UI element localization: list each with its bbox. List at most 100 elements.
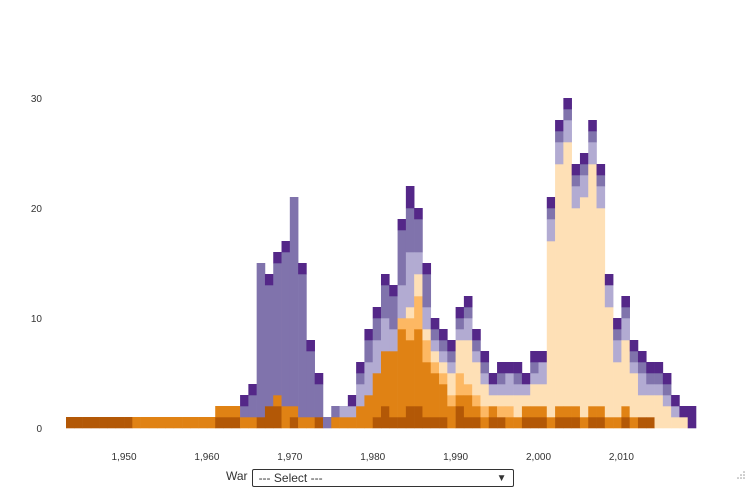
bar-segment-1966-s5 bbox=[256, 263, 266, 418]
bar-segment-1985-s5 bbox=[414, 219, 423, 253]
bar-segment-2009-s1 bbox=[613, 417, 622, 429]
bar-segment-2000-s3 bbox=[538, 384, 548, 407]
bar-segment-1986-s1 bbox=[422, 362, 432, 418]
bar-segment-1965-s5 bbox=[248, 395, 257, 418]
bar-segment-1986-s2 bbox=[422, 340, 432, 363]
bar-segment-1996-s3 bbox=[505, 395, 514, 407]
bar-segment-2006-s6 bbox=[588, 120, 597, 132]
bar-segment-2007-s4 bbox=[596, 186, 606, 209]
bar-segment-1986-s4 bbox=[422, 307, 432, 330]
bar-segment-2005-s5 bbox=[579, 164, 589, 176]
bar-segment-1996-s2 bbox=[505, 406, 514, 418]
bar-segment-1981-s4 bbox=[381, 318, 390, 352]
bar-segment-2015-s5 bbox=[662, 384, 672, 396]
bar-segment-1993-s3 bbox=[480, 384, 490, 407]
bar-segment-2014-s4 bbox=[654, 384, 664, 396]
resize-grip-icon[interactable] bbox=[737, 471, 745, 479]
bar-segment-1997-s5 bbox=[513, 373, 523, 385]
bar-segment-2003-s5 bbox=[563, 109, 572, 121]
bar-segment-2010-s1 bbox=[621, 406, 630, 418]
bar-segment-1984-s0 bbox=[405, 406, 415, 429]
bar-segment-1989-s2 bbox=[447, 395, 456, 407]
bar-segment-1954-s1 bbox=[157, 417, 166, 429]
bar-segment-1983-s1 bbox=[397, 329, 407, 418]
bar-segment-1987-s5 bbox=[430, 329, 440, 341]
bar-segment-1992-s3 bbox=[472, 362, 481, 396]
bar-segment-1976-s4 bbox=[339, 406, 349, 418]
bar-segment-1989-s3 bbox=[447, 373, 456, 396]
bar-segment-1988-s2 bbox=[439, 373, 448, 385]
bar-segment-1990-s1 bbox=[455, 395, 465, 407]
bar-segment-1964-s5 bbox=[240, 406, 249, 418]
bar-segment-2016-s3 bbox=[671, 417, 680, 429]
bar-segment-1991-s2 bbox=[463, 384, 473, 396]
bar-segment-1993-s6 bbox=[480, 351, 490, 363]
bar-segment-1993-s1 bbox=[480, 417, 490, 429]
bar-segment-1998-s6 bbox=[521, 373, 531, 385]
bar-segment-1987-s1 bbox=[430, 373, 440, 418]
bar-segment-1967-s0 bbox=[264, 406, 274, 429]
bar-segment-1979-s4 bbox=[364, 362, 374, 396]
bar-segment-2017-s3 bbox=[679, 417, 689, 429]
bar-segment-2014-s5 bbox=[654, 373, 664, 385]
bar-segment-2008-s1 bbox=[604, 417, 614, 429]
bar-segment-1994-s1 bbox=[488, 406, 498, 418]
bar-segment-1995-s6 bbox=[497, 362, 506, 374]
bar-segment-1962-s0 bbox=[223, 417, 233, 429]
bar-segment-1946-s0 bbox=[90, 417, 100, 429]
bar-segment-1988-s3 bbox=[439, 362, 448, 374]
bar-segment-2013-s4 bbox=[646, 384, 655, 396]
bar-segment-2008-s3 bbox=[604, 307, 614, 418]
bar-segment-1981-s6 bbox=[381, 274, 390, 286]
bar-segment-1989-s5 bbox=[447, 351, 456, 363]
bar-segment-1995-s3 bbox=[497, 395, 506, 407]
y-tick-label: 20 bbox=[31, 204, 43, 215]
bar-segment-1989-s1 bbox=[447, 406, 456, 429]
bar-segment-1965-s6 bbox=[248, 384, 257, 396]
bar-segment-1948-s0 bbox=[107, 417, 117, 429]
bar-segment-1979-s6 bbox=[364, 329, 374, 341]
bar-segment-1958-s1 bbox=[190, 417, 199, 429]
bar-segment-1987-s6 bbox=[430, 318, 440, 330]
bar-segment-1964-s6 bbox=[240, 395, 249, 407]
bar-segment-1952-s1 bbox=[140, 417, 150, 429]
bar-segment-2005-s1 bbox=[579, 417, 589, 429]
bar-segment-1963-s0 bbox=[231, 417, 241, 429]
bar-segment-1988-s6 bbox=[439, 329, 448, 341]
bar-segment-1984-s2 bbox=[405, 318, 415, 341]
bar-segment-1994-s0 bbox=[488, 417, 498, 429]
bar-segment-1964-s1 bbox=[240, 417, 249, 429]
bar-segment-2016-s6 bbox=[671, 395, 680, 407]
bar-segment-2015-s6 bbox=[662, 373, 672, 385]
bar-segment-2009-s6 bbox=[613, 318, 622, 330]
bar-segment-1986-s6 bbox=[422, 263, 432, 275]
bar-segment-1998-s4 bbox=[521, 384, 531, 396]
bar-segment-1998-s1 bbox=[521, 406, 531, 418]
bar-segment-1990-s0 bbox=[455, 406, 465, 429]
bar-segment-2007-s5 bbox=[596, 175, 606, 187]
bar-segment-1971-s6 bbox=[298, 263, 307, 275]
bar-segment-2012-s4 bbox=[637, 373, 647, 396]
bar-segment-2004-s0 bbox=[571, 417, 581, 429]
bar-segment-1980-s5 bbox=[372, 318, 382, 341]
bar-segment-1986-s3 bbox=[422, 329, 432, 341]
bar-segment-2000-s6 bbox=[538, 351, 548, 363]
bar-segment-1984-s1 bbox=[405, 340, 415, 407]
bar-segment-2010-s4 bbox=[621, 318, 630, 341]
bar-segment-1951-s1 bbox=[132, 417, 141, 429]
war-select-dropdown[interactable]: --- Select --- ▼ bbox=[251, 469, 514, 487]
bar-segment-1981-s0 bbox=[381, 406, 390, 429]
bar-segment-2003-s1 bbox=[563, 406, 572, 418]
bar-segment-2015-s4 bbox=[662, 395, 672, 407]
bar-segment-2018-s6 bbox=[687, 406, 697, 429]
bar-segment-1971-s5 bbox=[298, 274, 307, 418]
bar-segment-1979-s5 bbox=[364, 340, 374, 363]
y-tick-label: 0 bbox=[36, 424, 42, 435]
bar-segment-2014-s3 bbox=[654, 395, 664, 429]
y-tick-label: 30 bbox=[31, 94, 43, 105]
bar-segment-2010-s3 bbox=[621, 340, 630, 407]
war-filter-control: War --- Select --- ▼ bbox=[226, 469, 514, 487]
bar-segment-1977-s6 bbox=[347, 395, 357, 407]
bar-segment-1980-s1 bbox=[372, 373, 382, 418]
